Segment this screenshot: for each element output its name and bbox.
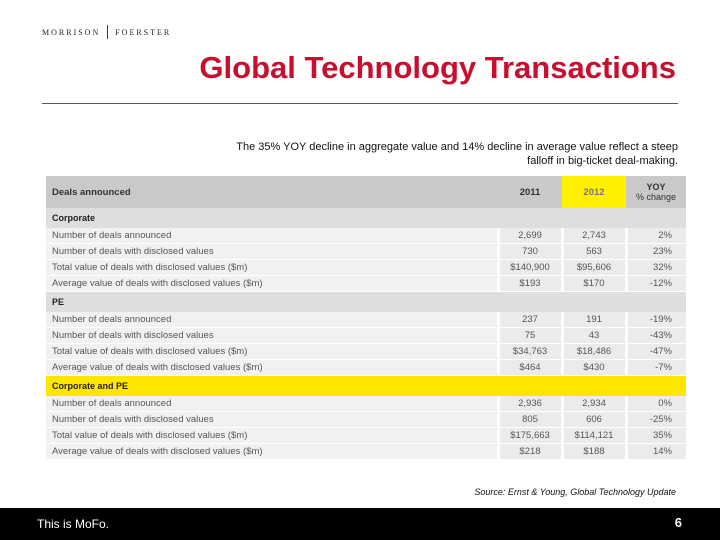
table-row: Number of deals with disclosed values 730… [46, 243, 686, 260]
header-deals-announced: Deals announced [46, 176, 498, 208]
row-label: Number of deals announced [46, 396, 498, 412]
table-row: Number of deals announced 2,699 2,743 2% [46, 228, 686, 244]
table-header-row: Deals announced 2011 2012 YOY % change [46, 176, 686, 208]
value-2011: $140,900 [496, 259, 562, 276]
value-2011: $218 [496, 443, 562, 460]
logo-right-text: FOERSTER [115, 27, 172, 37]
table-row: Number of deals with disclosed values 805… [46, 411, 686, 428]
value-yoy-change: -7% [624, 359, 686, 376]
footer-bar: This is MoFo. 6 [0, 508, 720, 540]
table-row: Average value of deals with disclosed va… [46, 275, 686, 292]
value-yoy-change: -25% [624, 411, 686, 428]
firm-logo: MORRISON FOERSTER [42, 25, 171, 39]
header-yoy-bottom: % change [635, 192, 677, 202]
header-2012: 2012 [562, 176, 626, 208]
table-row: Average value of deals with disclosed va… [46, 359, 686, 376]
value-yoy-change: -47% [624, 343, 686, 360]
logo-divider [107, 25, 109, 39]
section-header-row: Corporate [46, 208, 686, 228]
value-2012: 563 [560, 243, 626, 260]
value-2012: $188 [560, 443, 626, 460]
value-2011: 730 [496, 243, 562, 260]
value-yoy-change: -43% [624, 327, 686, 344]
source-note: Source: Ernst & Young, Global Technology… [474, 487, 676, 497]
value-2012: 2,934 [560, 396, 626, 412]
footer-tagline: This is MoFo. [37, 517, 110, 531]
page-number: 6 [674, 515, 682, 530]
value-2011: 2,699 [496, 228, 562, 244]
value-yoy-change: 14% [624, 443, 686, 460]
value-2011: $464 [496, 359, 562, 376]
row-label: Average value of deals with disclosed va… [46, 359, 498, 376]
value-2012: $95,606 [560, 259, 626, 276]
logo-left-text: MORRISON [42, 27, 101, 37]
section-title: Corporate and PE [46, 375, 686, 396]
row-label: Average value of deals with disclosed va… [46, 443, 498, 460]
row-label: Total value of deals with disclosed valu… [46, 259, 498, 276]
section-header-row: PE [46, 291, 686, 312]
row-label: Number of deals with disclosed values [46, 327, 498, 344]
table-row: Total value of deals with disclosed valu… [46, 259, 686, 276]
header-yoy: YOY % change [626, 176, 686, 208]
title-rule [42, 103, 678, 104]
table-row: Number of deals with disclosed values 75 4… [46, 327, 686, 344]
value-yoy-change: -19% [624, 312, 686, 328]
row-label: Average value of deals with disclosed va… [46, 275, 498, 292]
value-2011: 237 [496, 312, 562, 328]
value-2012: 43 [560, 327, 626, 344]
table-row: Total value of deals with disclosed valu… [46, 343, 686, 360]
value-2012: $114,121 [560, 427, 626, 444]
value-yoy-change: 32% [624, 259, 686, 276]
slide-title: Global Technology Transactions [199, 50, 676, 85]
section-header-row: Corporate and PE [46, 375, 686, 396]
table-row: Total value of deals with disclosed valu… [46, 427, 686, 444]
value-2011: 75 [496, 327, 562, 344]
section-title: Corporate [46, 208, 686, 228]
value-2011: 805 [496, 411, 562, 428]
row-label: Total value of deals with disclosed valu… [46, 343, 498, 360]
value-2012: 191 [560, 312, 626, 328]
table-row: Number of deals announced 237 191 -19% [46, 312, 686, 328]
slide-subtitle: The 35% YOY decline in aggregate value a… [236, 141, 678, 167]
value-2011: 2,936 [496, 396, 562, 412]
value-yoy-change: 0% [624, 396, 686, 412]
table-row: Average value of deals with disclosed va… [46, 443, 686, 460]
row-label: Number of deals with disclosed values [46, 411, 498, 428]
deals-table: Deals announced 2011 2012 YOY % change C… [46, 176, 686, 460]
row-label: Number of deals announced [46, 228, 498, 244]
value-2011: $193 [496, 275, 562, 292]
section-title: PE [46, 291, 686, 312]
value-2012: 2,743 [560, 228, 626, 244]
value-yoy-change: 2% [624, 228, 686, 244]
header-yoy-top: YOY [646, 182, 666, 192]
value-yoy-change: -12% [624, 275, 686, 292]
value-yoy-change: 23% [624, 243, 686, 260]
value-yoy-change: 35% [624, 427, 686, 444]
row-label: Number of deals with disclosed values [46, 243, 498, 260]
value-2011: $34,763 [496, 343, 562, 360]
table-row: Number of deals announced 2,936 2,934 0% [46, 396, 686, 412]
header-2011: 2011 [498, 176, 562, 208]
value-2012: $430 [560, 359, 626, 376]
value-2011: $175,663 [496, 427, 562, 444]
row-label: Total value of deals with disclosed valu… [46, 427, 498, 444]
value-2012: $170 [560, 275, 626, 292]
value-2012: $18,486 [560, 343, 626, 360]
value-2012: 606 [560, 411, 626, 428]
row-label: Number of deals announced [46, 312, 498, 328]
